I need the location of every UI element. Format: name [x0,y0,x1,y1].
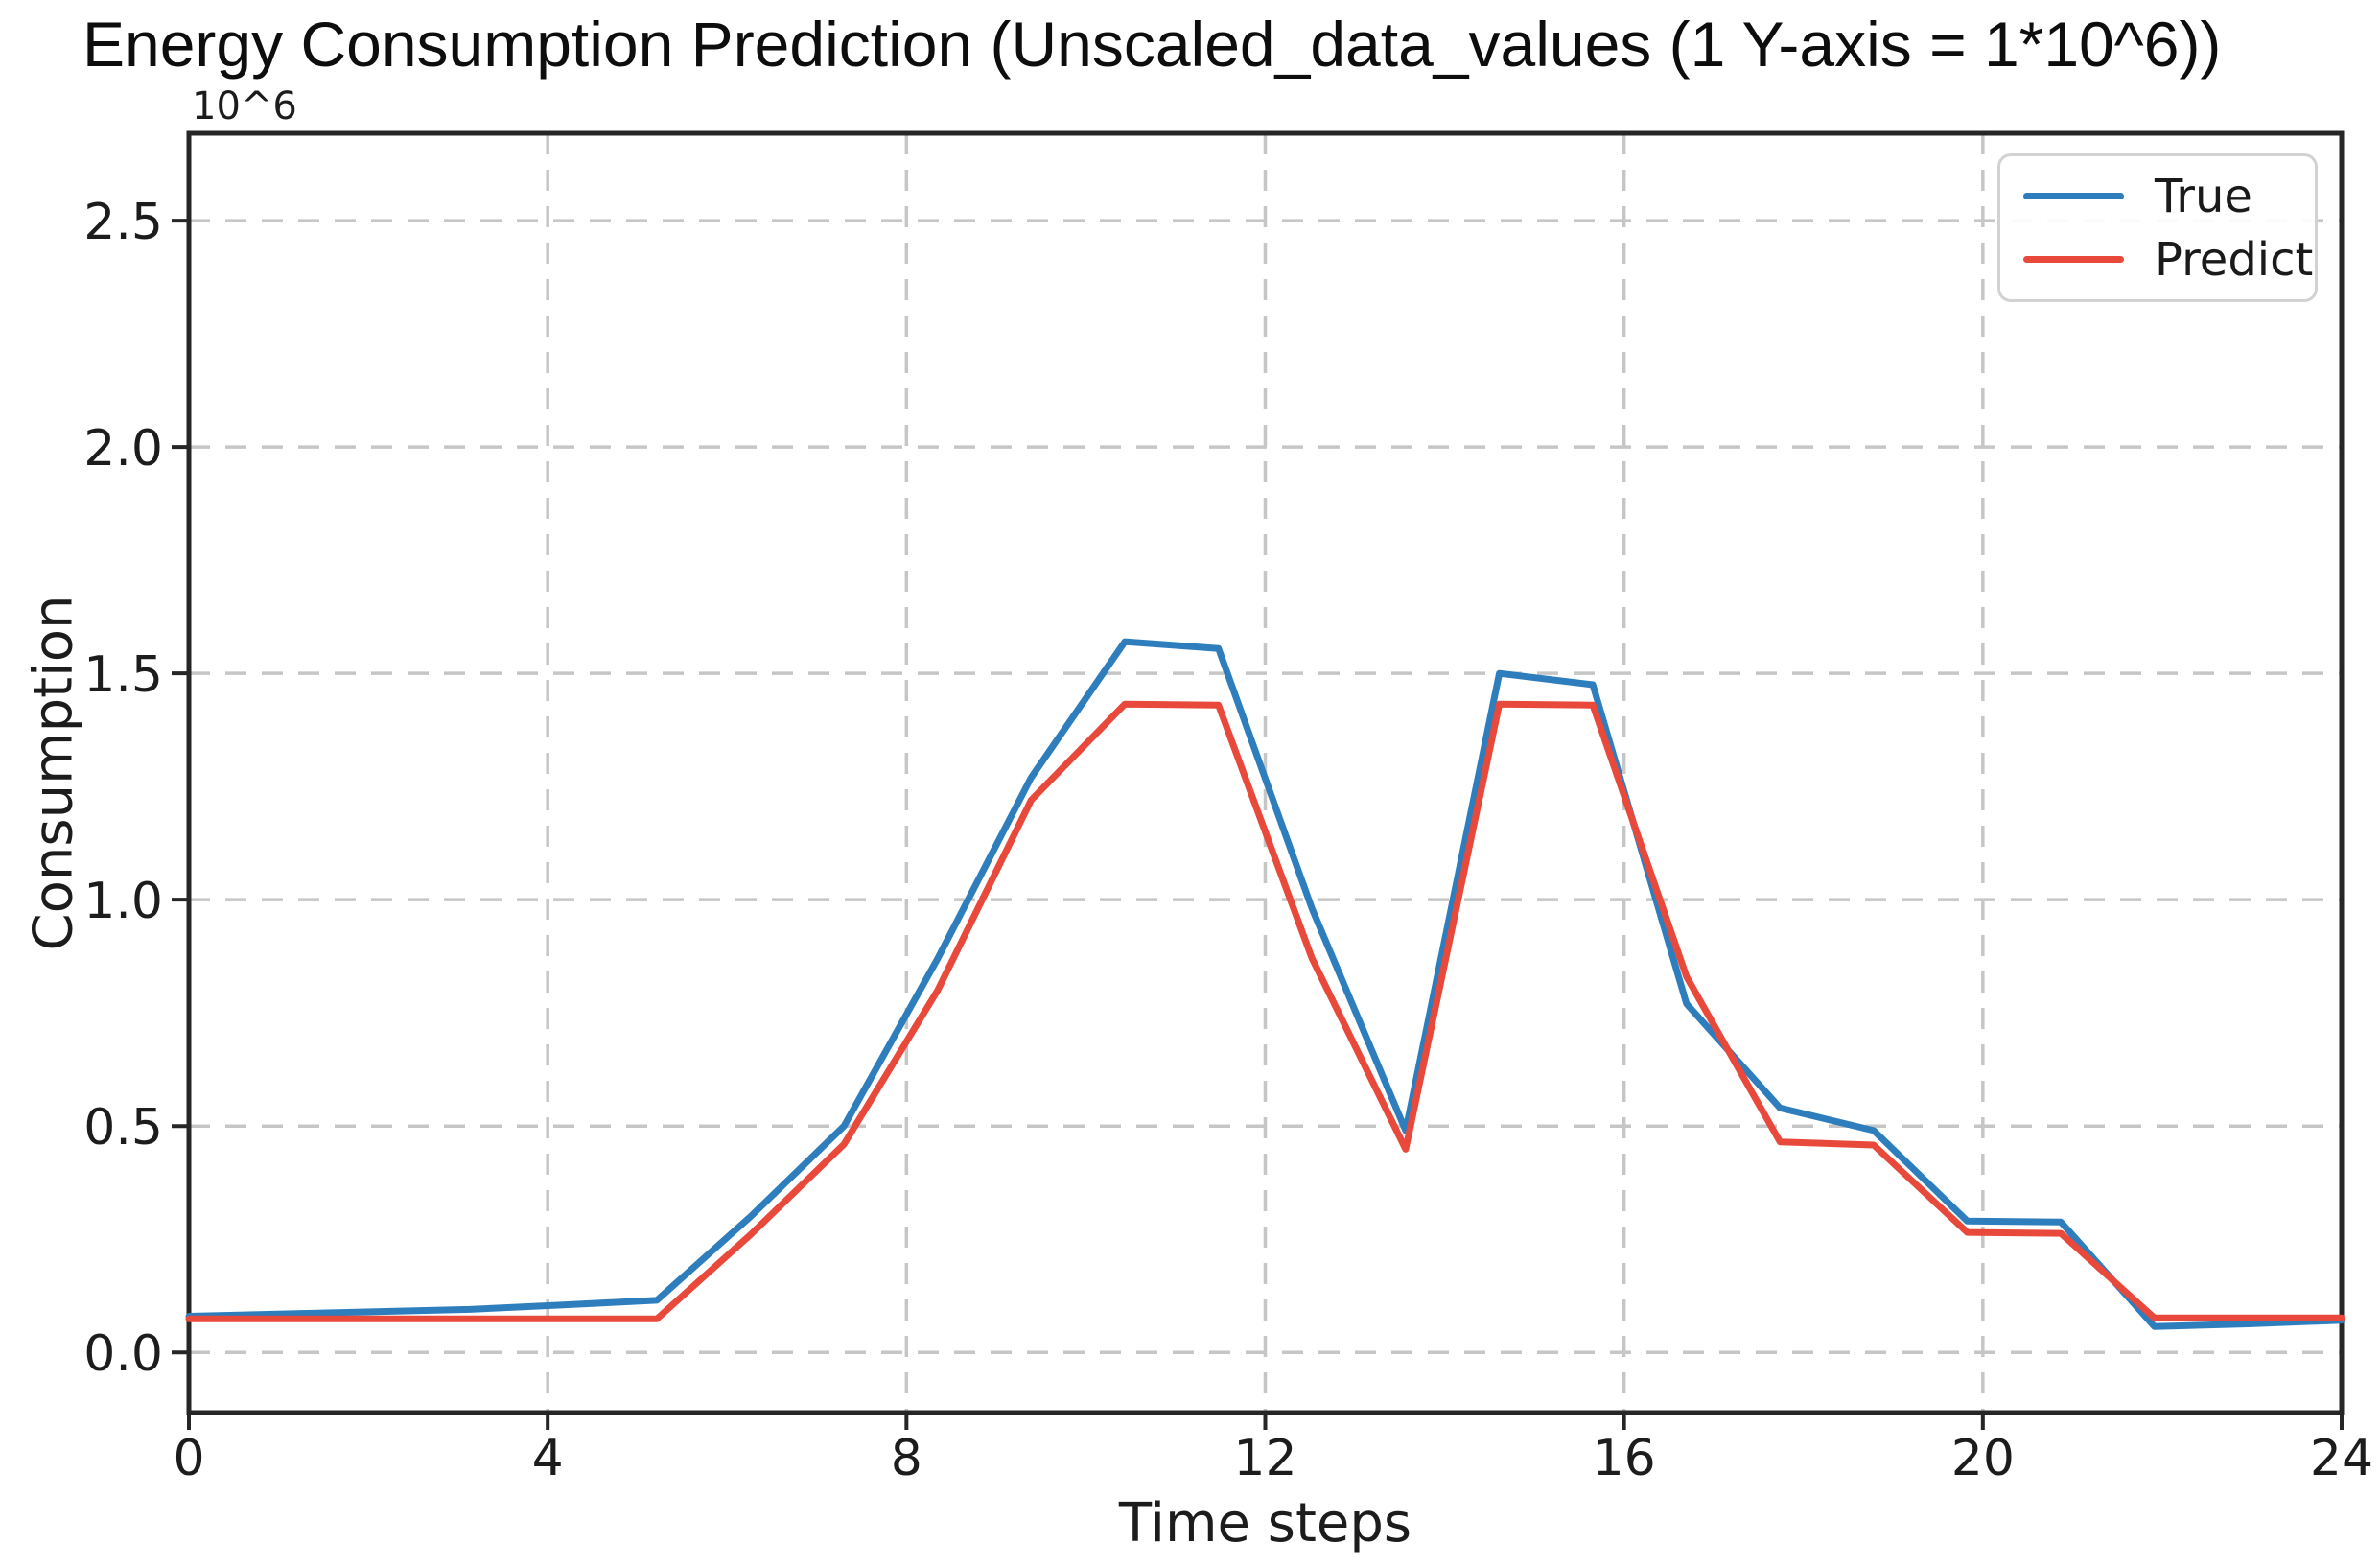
x-tick-label: 0 [173,1430,204,1487]
y-tick-label: 0.0 [83,1325,163,1383]
y-tick-label: 0.5 [83,1099,163,1157]
legend-entry-true: True [2023,174,2315,220]
chart-title: Energy Consumption Prediction (Unscaled_… [82,9,2222,80]
x-tick-label: 4 [532,1430,564,1487]
y-tick-label: 2.5 [83,194,163,251]
series-line-true [185,638,2345,1330]
x-tick-label: 12 [1233,1430,1296,1487]
legend-line-swatch-true [2023,193,2124,199]
x-tick-label: 20 [1951,1430,2015,1487]
legend-label-predict: Predict [2155,232,2314,287]
x-tick-label: 24 [2310,1430,2373,1487]
y-axis-label: Consumption [22,595,85,951]
x-tick-label: 16 [1593,1430,1656,1487]
series-line-predict [185,700,2345,1322]
legend-entry-predict: Predict [2023,237,2315,283]
y-tick-label: 1.5 [83,646,163,704]
legend: True Predict [1997,153,2318,302]
y-tick-label: 1.0 [83,873,163,930]
y-tick-label: 2.0 [83,420,163,478]
x-tick-label: 8 [891,1430,922,1487]
y-axis-offset-text: 10^6 [192,84,297,129]
legend-label-true: True [2155,169,2252,223]
legend-line-swatch-predict [2023,256,2124,263]
